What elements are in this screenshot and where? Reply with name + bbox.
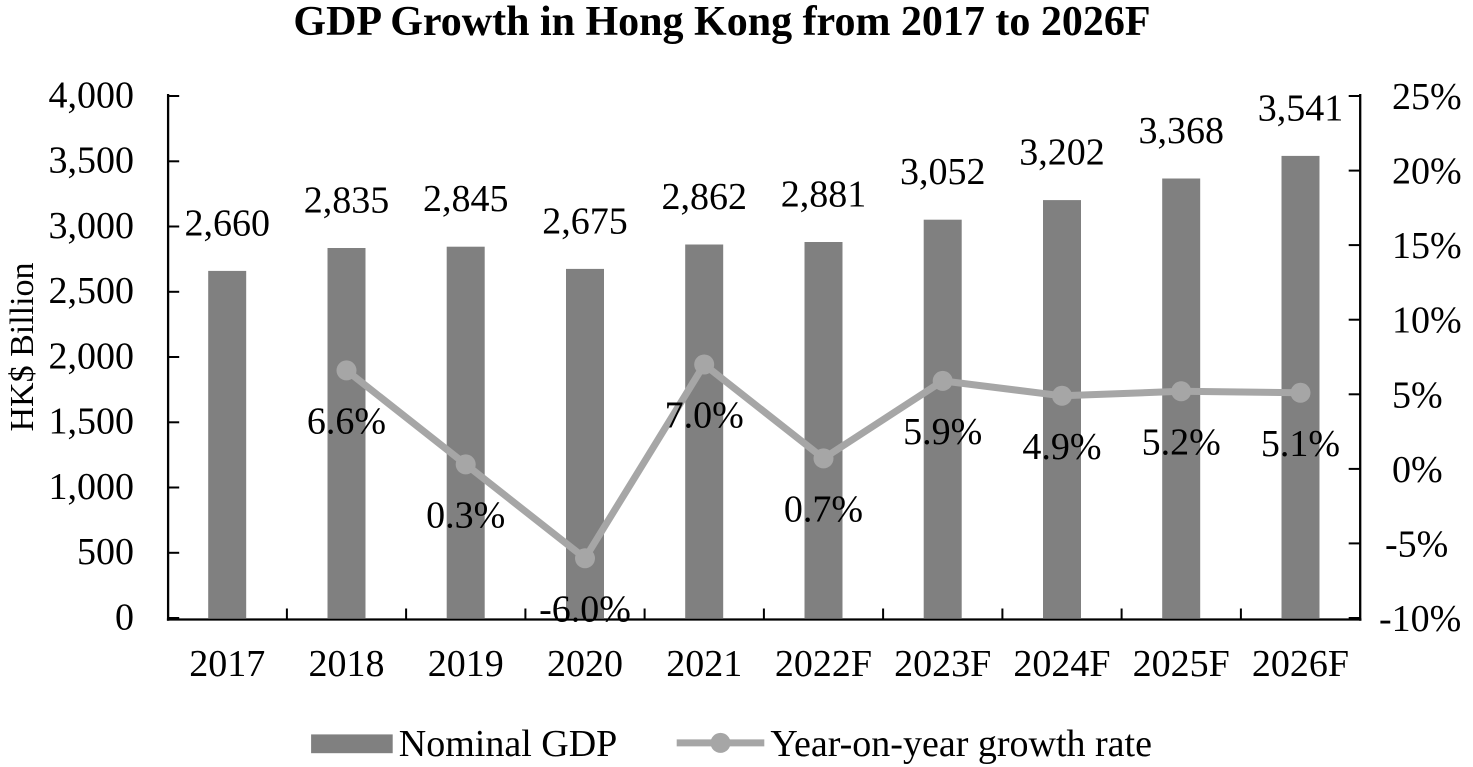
svg-text:7.0%: 7.0%: [665, 395, 744, 437]
svg-text:1,000: 1,000: [49, 466, 135, 508]
svg-text:5.1%: 5.1%: [1261, 423, 1340, 465]
svg-text:3,202: 3,202: [1019, 132, 1105, 174]
svg-text:HK$ Billion: HK$ Billion: [4, 262, 41, 431]
svg-text:2,862: 2,862: [661, 176, 747, 218]
svg-text:10%: 10%: [1392, 300, 1462, 342]
svg-text:6.6%: 6.6%: [307, 400, 386, 442]
svg-text:2026F: 2026F: [1252, 643, 1349, 685]
svg-text:2017: 2017: [189, 643, 265, 685]
svg-text:2019: 2019: [428, 643, 504, 685]
svg-text:25%: 25%: [1392, 76, 1462, 118]
svg-text:2,835: 2,835: [304, 180, 390, 222]
svg-text:2,675: 2,675: [542, 200, 628, 242]
svg-text:0%: 0%: [1392, 449, 1443, 491]
svg-text:20%: 20%: [1392, 151, 1462, 193]
svg-text:3,000: 3,000: [49, 205, 135, 247]
svg-text:5.9%: 5.9%: [903, 411, 982, 453]
svg-text:2,881: 2,881: [781, 174, 867, 216]
svg-text:15%: 15%: [1392, 225, 1462, 267]
svg-text:2,660: 2,660: [184, 202, 270, 244]
svg-text:5.2%: 5.2%: [1142, 421, 1221, 463]
svg-text:3,500: 3,500: [49, 140, 135, 182]
svg-text:2022F: 2022F: [775, 643, 872, 685]
svg-text:2020: 2020: [547, 643, 623, 685]
svg-text:1,500: 1,500: [49, 401, 135, 443]
svg-text:2,500: 2,500: [49, 270, 135, 312]
svg-text:3,052: 3,052: [900, 151, 986, 193]
svg-text:Year-on-year growth rate: Year-on-year growth rate: [770, 723, 1152, 765]
svg-text:GDP Growth in Hong Kong from 2: GDP Growth in Hong Kong from 2017 to 202…: [293, 0, 1150, 45]
svg-text:4,000: 4,000: [49, 74, 135, 116]
svg-text:-6.0%: -6.0%: [539, 588, 631, 630]
svg-text:2024F: 2024F: [1013, 643, 1110, 685]
svg-text:0: 0: [115, 596, 134, 638]
svg-text:3,368: 3,368: [1138, 110, 1224, 152]
svg-text:2,000: 2,000: [49, 335, 135, 377]
svg-text:2018: 2018: [309, 643, 385, 685]
svg-text:2025F: 2025F: [1133, 643, 1230, 685]
svg-text:2021: 2021: [666, 643, 742, 685]
svg-text:-5%: -5%: [1385, 523, 1448, 565]
svg-text:0.7%: 0.7%: [784, 488, 863, 530]
svg-text:Nominal GDP: Nominal GDP: [399, 723, 618, 765]
svg-text:2,845: 2,845: [423, 178, 509, 220]
svg-text:3,541: 3,541: [1258, 87, 1344, 129]
svg-text:-10%: -10%: [1379, 598, 1461, 640]
svg-text:4.9%: 4.9%: [1022, 426, 1101, 468]
svg-text:2023F: 2023F: [894, 643, 991, 685]
svg-text:500: 500: [77, 531, 134, 573]
svg-text:0.3%: 0.3%: [426, 494, 505, 536]
svg-text:5%: 5%: [1392, 374, 1443, 416]
